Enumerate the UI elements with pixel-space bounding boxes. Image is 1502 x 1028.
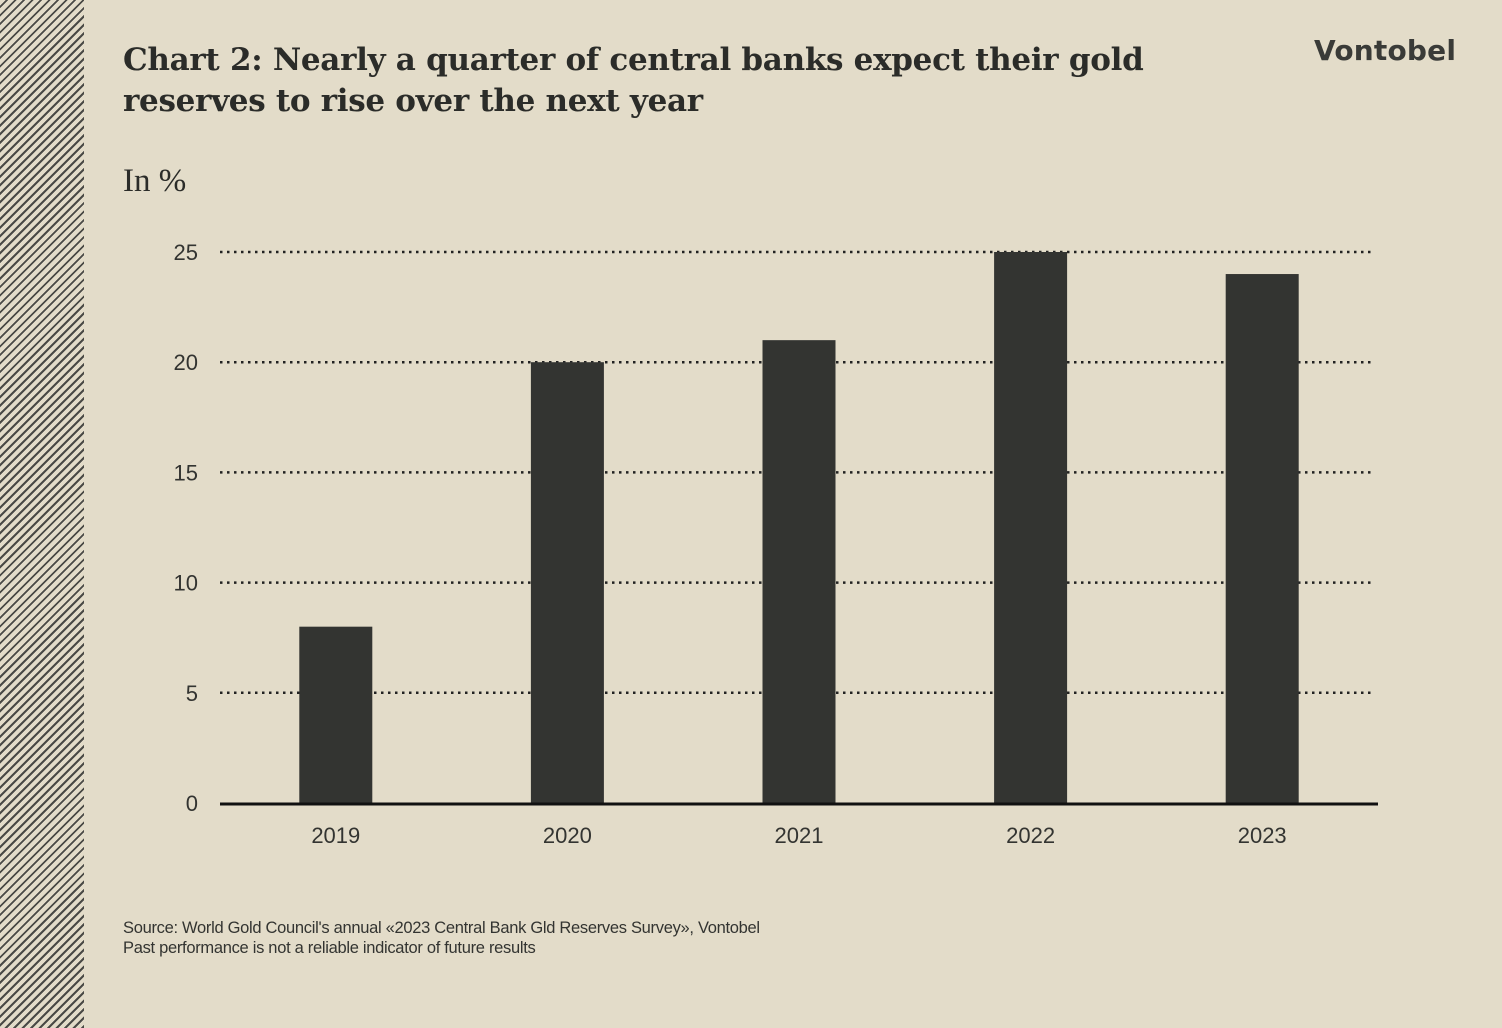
- bar-2023: [1225, 274, 1299, 803]
- x-tick-label: 2019: [311, 823, 360, 848]
- bar-2020: [530, 362, 604, 803]
- chart-footer: Source: World Gold Council's annual «202…: [123, 918, 760, 958]
- x-tick-label: 2021: [775, 823, 824, 848]
- bars: [299, 252, 1299, 803]
- y-tick-labels: 0 5 10 15 20 25: [174, 240, 198, 816]
- bar-2021: [762, 340, 836, 803]
- y-tick-label: 25: [174, 240, 198, 265]
- x-tick-label: 2022: [1006, 823, 1055, 848]
- x-tick-label: 2020: [543, 823, 592, 848]
- y-tick-label: 0: [186, 791, 198, 816]
- y-axis-unit-label: In %: [123, 163, 187, 199]
- y-tick-label: 5: [186, 681, 198, 706]
- vontobel-logo: Vontobel: [1314, 34, 1457, 67]
- x-tick-labels: 2019 2020 2021 2022 2023: [311, 823, 1286, 848]
- bar-2019: [299, 626, 373, 803]
- source-note: Source: World Gold Council's annual «202…: [123, 919, 760, 937]
- y-tick-label: 10: [174, 571, 198, 596]
- x-tick-label: 2023: [1238, 823, 1287, 848]
- y-tick-label: 15: [174, 460, 198, 485]
- bar-2022: [994, 252, 1068, 803]
- decorative-hatch-border: [0, 0, 84, 1028]
- disclaimer-note: Past performance is not a reliable indic…: [123, 939, 536, 957]
- y-tick-label: 20: [174, 350, 198, 375]
- chart-title: Chart 2: Nearly a quarter of central ban…: [123, 42, 1144, 119]
